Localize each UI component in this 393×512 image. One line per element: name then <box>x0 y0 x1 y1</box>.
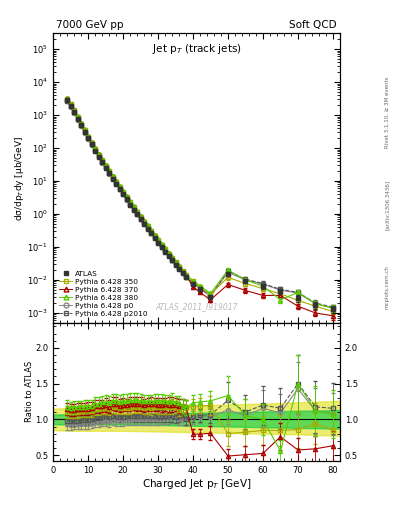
X-axis label: Charged Jet p$_T$ [GeV]: Charged Jet p$_T$ [GeV] <box>142 477 251 492</box>
Text: [arXiv:1306.3436]: [arXiv:1306.3436] <box>385 180 390 230</box>
Text: Rivet 3.1.10, ≥ 3M events: Rivet 3.1.10, ≥ 3M events <box>385 77 390 148</box>
Text: Soft QCD: Soft QCD <box>290 20 337 30</box>
Y-axis label: dσ/dp$_{T}$dy [μb/GeV]: dσ/dp$_{T}$dy [μb/GeV] <box>13 135 26 221</box>
Text: ATLAS_2011_I919017: ATLAS_2011_I919017 <box>155 302 238 311</box>
Text: Jet p$_T$ (track jets): Jet p$_T$ (track jets) <box>152 42 241 56</box>
Text: 7000 GeV pp: 7000 GeV pp <box>56 20 123 30</box>
Y-axis label: Ratio to ATLAS: Ratio to ATLAS <box>25 361 34 422</box>
Text: mcplots.cern.ch: mcplots.cern.ch <box>385 265 390 309</box>
Legend: ATLAS, Pythia 6.428 350, Pythia 6.428 370, Pythia 6.428 380, Pythia 6.428 p0, Py: ATLAS, Pythia 6.428 350, Pythia 6.428 37… <box>57 269 150 319</box>
